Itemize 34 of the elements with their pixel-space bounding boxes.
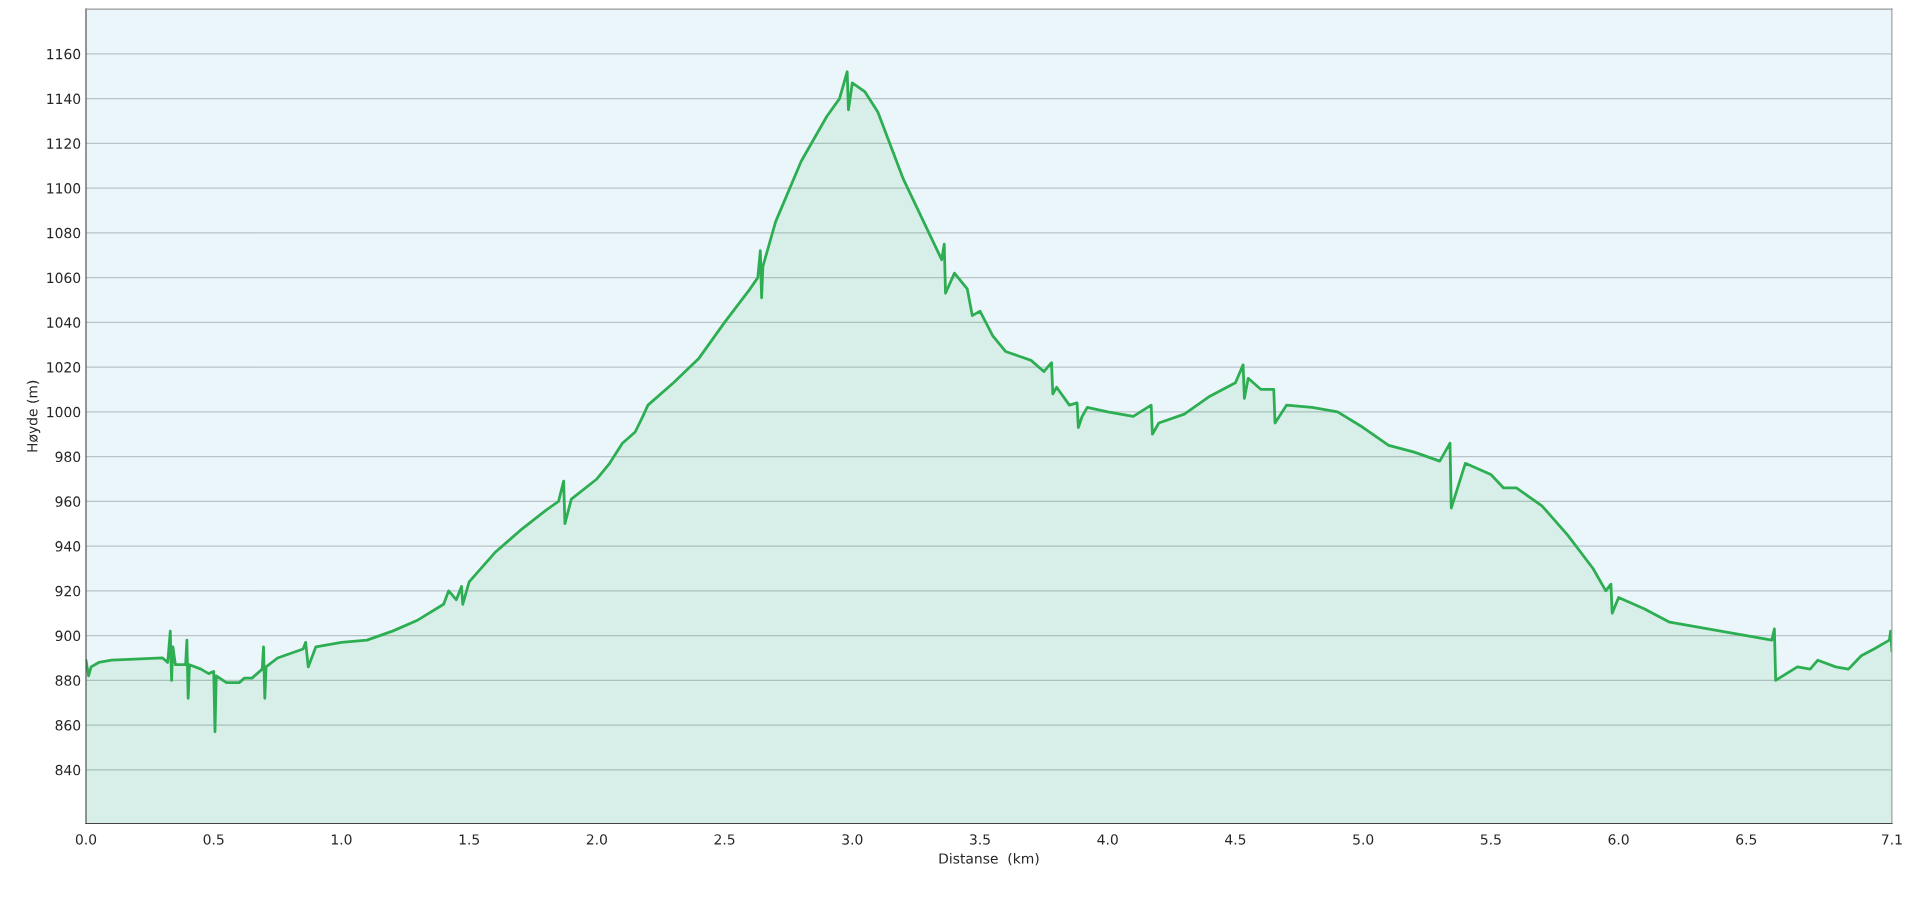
x-tick-label: 0.5 (203, 834, 224, 845)
x-tick-label: 3.5 (970, 834, 990, 845)
y-tick-label: 1040 (47, 317, 81, 328)
y-tick-label: 1060 (47, 272, 81, 284)
y-tick-label: 920 (55, 585, 81, 597)
x-tick-label: 4.5 (1225, 834, 1246, 845)
y-tick-label: 1080 (47, 227, 81, 239)
y-tick-label: 1000 (47, 406, 81, 418)
y-tick-label: 1160 (47, 48, 81, 60)
x-tick-label: 6.5 (1736, 834, 1757, 845)
y-tick-label: 1140 (47, 93, 81, 105)
y-tick-label: 960 (55, 496, 81, 507)
y-axis-title: Høyde (m) (26, 380, 41, 452)
y-tick-label: 940 (55, 541, 81, 552)
x-tick-label: 2.0 (586, 834, 607, 845)
x-tick-label: 3.0 (842, 834, 863, 845)
y-tick-label: 900 (55, 630, 81, 642)
y-tick-label: 1120 (47, 138, 81, 149)
y-tick-label: 840 (55, 764, 81, 776)
x-tick-label: 5.5 (1480, 834, 1501, 845)
x-tick-label: 6.0 (1608, 834, 1629, 845)
x-tick-label: 1.0 (331, 834, 352, 845)
y-tick-label: 980 (55, 451, 81, 463)
x-tick-label: 4.0 (1097, 834, 1118, 845)
y-tick-label: 1020 (47, 362, 81, 373)
y-tick-label: 880 (55, 675, 81, 686)
y-tick-label: 860 (55, 720, 81, 731)
x-tick-label: 5.0 (1353, 834, 1374, 845)
x-tick-label: 1.5 (459, 834, 479, 845)
x-tick-label: 2.5 (714, 834, 735, 845)
y-tick-label: 1100 (47, 183, 81, 194)
x-axis-title: Distanse (km) (939, 852, 1039, 866)
x-tick-label: 7.1 (1881, 834, 1902, 845)
x-tick-label: 0.0 (75, 834, 97, 845)
